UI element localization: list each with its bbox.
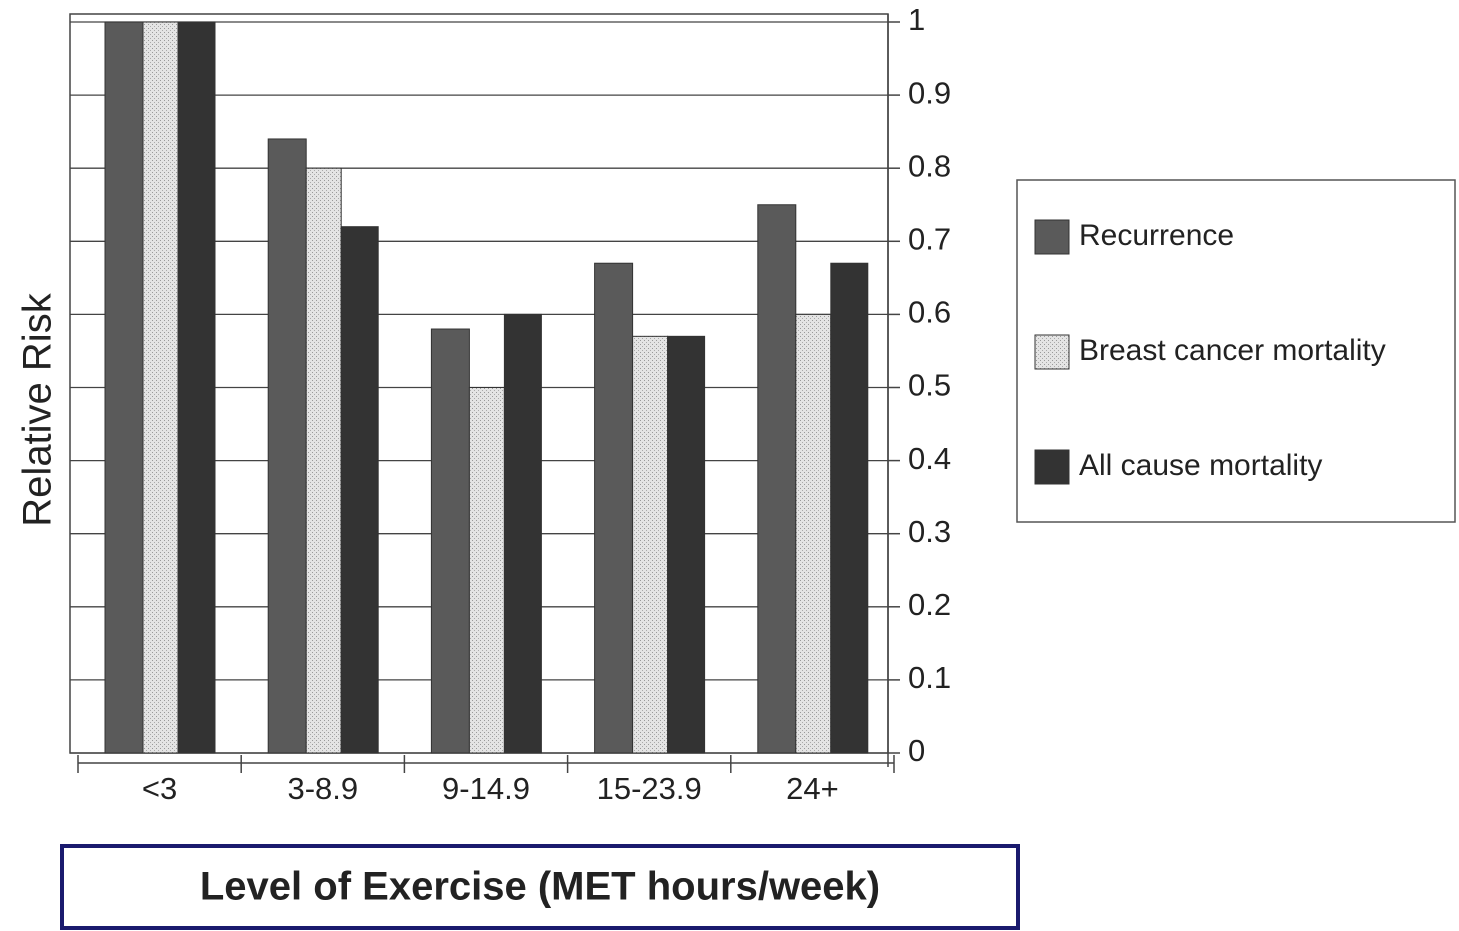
bar (305, 167, 342, 754)
y-tick-label: 0.4 (908, 441, 951, 476)
bar (430, 328, 470, 754)
legend-label: All cause mortality (1079, 449, 1322, 482)
bar (795, 313, 832, 754)
bar (468, 387, 505, 754)
y-tick-label: 0.1 (908, 660, 951, 695)
y-axis-label: Relative Risk (16, 292, 60, 526)
legend-label: Recurrence (1079, 219, 1234, 252)
bar (267, 138, 307, 754)
bar (632, 335, 669, 754)
legend-swatch (1034, 449, 1070, 485)
bar (503, 313, 542, 754)
legend-label: Breast cancer mortality (1079, 334, 1386, 367)
bar (830, 262, 869, 754)
y-tick-label: 0.3 (908, 514, 951, 549)
bar (757, 204, 797, 754)
y-tick-label: 0.6 (908, 295, 951, 330)
bar (142, 21, 179, 754)
x-tick-label: 3-8.9 (287, 771, 358, 806)
x-tick-label: 15-23.9 (597, 771, 702, 806)
legend-box (1016, 179, 1456, 523)
bar (104, 21, 144, 754)
x-tick-label: <3 (142, 771, 177, 806)
x-label-box (60, 844, 1020, 930)
y-tick-label: 0.5 (908, 368, 951, 403)
bar (594, 262, 634, 754)
y-tick-label: 0.8 (908, 148, 951, 183)
x-tick-label: 24+ (786, 771, 839, 806)
bar (177, 21, 216, 754)
legend-swatch (1034, 219, 1070, 255)
y-tick-label: 0.7 (908, 221, 951, 256)
y-tick-label: 0 (908, 733, 925, 768)
legend-swatch (1034, 334, 1070, 370)
x-tick-label: 9-14.9 (442, 771, 530, 806)
y-tick-label: 1 (908, 2, 925, 37)
bar (667, 335, 706, 754)
bar (340, 226, 379, 754)
x-axis-label: Level of Exercise (MET hours/week) (200, 865, 880, 909)
y-tick-label: 0.9 (908, 75, 951, 110)
y-tick-label: 0.2 (908, 587, 951, 622)
